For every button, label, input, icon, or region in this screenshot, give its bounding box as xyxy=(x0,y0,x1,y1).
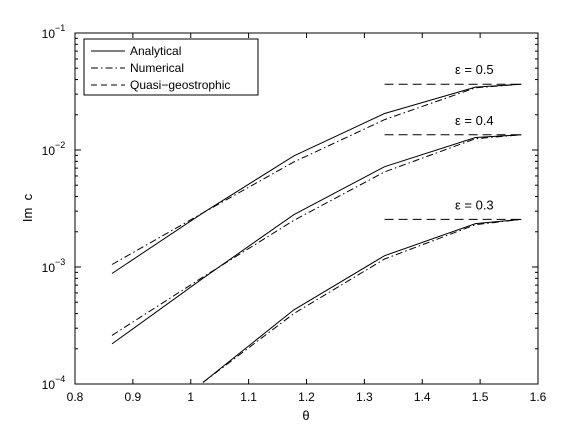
analytical-line xyxy=(202,218,522,383)
x-tick-label: 1.6 xyxy=(530,390,547,404)
y-tick-label: 10 xyxy=(42,144,56,158)
x-tick-label: 0.8 xyxy=(67,390,84,404)
legend: Analytical Numerical Quasi−geostrophic xyxy=(83,38,259,96)
epsilon-annotations: ε = 0.5 ε = 0.4 ε = 0.3 xyxy=(455,62,494,212)
epsilon-label: ε = 0.5 xyxy=(455,62,494,77)
numerical-line xyxy=(202,218,522,383)
legend-box xyxy=(83,38,259,96)
legend-label-analytical: Analytical xyxy=(130,44,181,58)
axis-ticks: 0.8 0.9 1 1.1 1.2 1.3 1.4 1.5 1.610−410−310 −210−… xyxy=(42,23,547,404)
x-tick-label: 0.9 xyxy=(125,390,142,404)
curves-group xyxy=(111,83,522,383)
epsilon-label: ε = 0.4 xyxy=(455,113,494,128)
y-tick-exponent: −4 xyxy=(55,374,65,384)
y-tick-exponent: −2 xyxy=(55,140,65,150)
y-tick-exponent: −1 xyxy=(55,23,65,33)
legend-label-numerical: Numerical xyxy=(130,61,184,75)
legend-label-quasi-geostrophic: Quasi−geostrophic xyxy=(130,78,230,92)
x-tick-label: 1.2 xyxy=(298,390,315,404)
numerical-line xyxy=(111,134,522,336)
y-tick-label: 10 xyxy=(42,378,56,392)
analytical-line xyxy=(111,134,522,345)
epsilon-label: ε = 0.3 xyxy=(455,197,494,212)
y-tick-exponent: −3 xyxy=(55,257,65,267)
x-tick-label: 1 xyxy=(187,390,194,404)
analytical-line xyxy=(111,83,522,274)
x-tick-label: 1.3 xyxy=(356,390,373,404)
numerical-line xyxy=(111,83,522,265)
y-axis-label: Im c xyxy=(20,193,35,222)
x-tick-label: 1.5 xyxy=(472,390,489,404)
x-tick-label: 1.1 xyxy=(240,390,257,404)
x-axis-label: θ xyxy=(302,408,309,423)
x-tick-label: 1.4 xyxy=(414,390,431,404)
y-tick-label: 10 xyxy=(42,27,56,41)
y-tick-label: 10 xyxy=(42,261,56,275)
